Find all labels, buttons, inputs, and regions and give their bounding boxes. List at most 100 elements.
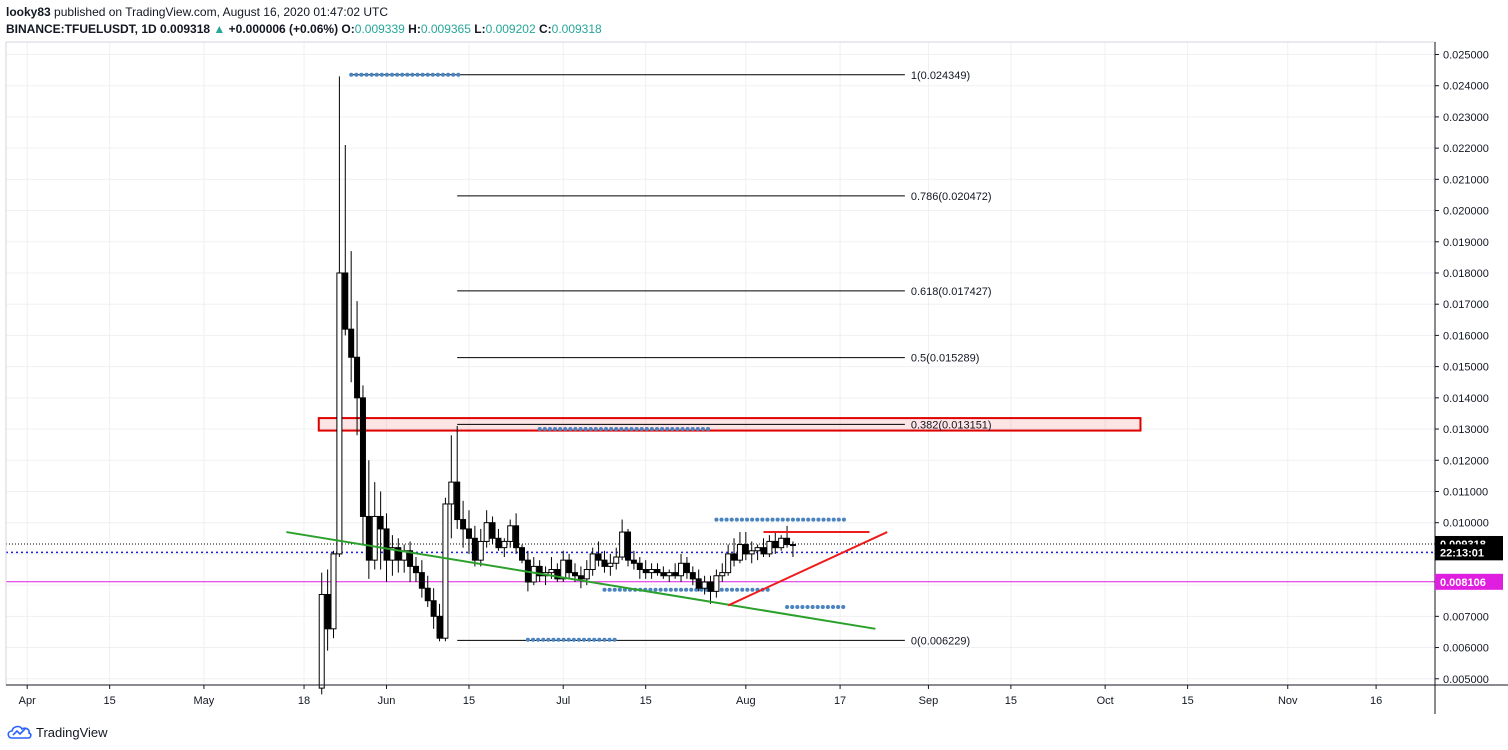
candle-up — [336, 272, 343, 555]
chart-overlay — [286, 531, 888, 630]
candle-down — [436, 615, 443, 639]
y-tick-label: 0.012000 — [1443, 455, 1489, 467]
candle-up — [371, 515, 378, 561]
candle-up — [501, 540, 508, 549]
chart-header: looky83 published on TradingView.com, Au… — [6, 4, 906, 40]
candle-up — [330, 553, 337, 630]
open-value: 0.009339 — [354, 22, 405, 36]
candle-down — [418, 572, 425, 589]
candle-down — [625, 531, 632, 561]
price-change: +0.000006 (+0.06%) — [228, 22, 339, 36]
candle-up — [678, 562, 685, 577]
published-text: published on TradingView.com, August 16,… — [54, 5, 389, 19]
y-tick-label: 0.019000 — [1443, 237, 1489, 249]
candle-up — [713, 575, 720, 592]
candle-down — [772, 540, 779, 549]
close-label: C: — [538, 22, 552, 36]
x-tick-label: Sep — [919, 695, 939, 707]
candle-down — [430, 600, 437, 617]
candle-up — [619, 531, 626, 558]
x-tick-label: 15 — [640, 695, 652, 707]
candle-down — [601, 559, 608, 567]
x-tick-label: Aug — [736, 695, 756, 707]
candle-up — [778, 537, 785, 549]
candle-up — [507, 525, 514, 542]
candle-down — [495, 537, 502, 549]
fib-level-label: 0.382(0.013151) — [911, 419, 992, 431]
candle-down — [395, 547, 402, 561]
x-tick-label: 15 — [463, 695, 475, 707]
y-tick-label: 0.022000 — [1443, 143, 1489, 155]
symbol-name[interactable]: BINANCE:TFUELUSDT, 1D — [6, 22, 157, 36]
fib-level-label: 0.5(0.015289) — [911, 353, 980, 365]
candle-down — [577, 575, 584, 580]
x-tick-label: Jun — [378, 695, 396, 707]
candle-up — [477, 540, 484, 561]
low-value: 0.009202 — [485, 22, 536, 36]
x-tick-label: 15 — [1181, 695, 1193, 707]
y-tick-label: 0.014000 — [1443, 393, 1489, 405]
candle-down — [454, 481, 461, 521]
candle-down — [348, 328, 355, 358]
fib-level-label: 0(0.006229) — [911, 635, 970, 647]
candle-up — [719, 572, 726, 577]
candle-up — [736, 544, 743, 561]
candle-up — [389, 547, 396, 561]
y-tick-label: 0.006000 — [1443, 643, 1489, 655]
candle-down — [630, 559, 637, 564]
x-tick-label: 15 — [1005, 695, 1017, 707]
x-tick-label: Jul — [556, 695, 570, 707]
x-tick-label: 15 — [104, 695, 116, 707]
close-value: 0.009318 — [551, 22, 602, 36]
candle-up — [442, 503, 449, 639]
candle-down — [695, 578, 702, 589]
candle-down — [654, 569, 661, 574]
candle-down — [595, 553, 602, 561]
chart-grid — [6, 42, 1435, 685]
candle-down — [513, 525, 520, 549]
y-tick-label: 0.013000 — [1443, 424, 1489, 436]
candle-down — [683, 562, 690, 574]
tradingview-cloud-icon — [7, 725, 32, 739]
candle-down — [359, 397, 366, 517]
candle-down — [412, 565, 419, 574]
x-tick-label: 16 — [1370, 695, 1382, 707]
candlestick-series — [318, 76, 796, 695]
candle-down — [365, 515, 372, 561]
open-label: O: — [341, 22, 355, 36]
x-tick-label: 17 — [834, 695, 846, 707]
y-tick-label: 0.015000 — [1443, 362, 1489, 374]
y-tick-label: 0.005000 — [1443, 674, 1489, 686]
candle-down — [554, 569, 561, 580]
price-label-bg — [1435, 544, 1503, 561]
candle-up — [448, 481, 455, 505]
y-tick-label: 0.021000 — [1443, 174, 1489, 186]
candle-down — [342, 272, 349, 330]
candle-up — [583, 569, 590, 580]
candle-down — [465, 528, 472, 539]
candle-down — [324, 593, 331, 630]
candle-up — [766, 540, 773, 555]
last-price: 0.009318 — [160, 22, 211, 36]
fib-level-label: 0.618(0.017427) — [911, 286, 992, 298]
candle-up — [530, 565, 537, 583]
x-tick-label: Nov — [1278, 695, 1298, 707]
tradingview-logo[interactable]: TradingView — [6, 722, 108, 742]
y-tick-label: 0.018000 — [1443, 268, 1489, 280]
candle-down — [489, 522, 496, 539]
candle-up — [648, 569, 655, 574]
y-tick-label: 0.025000 — [1443, 49, 1489, 61]
trend-line — [727, 531, 888, 607]
candle-down — [707, 581, 714, 592]
fib-level-label: 1(0.024349) — [911, 70, 970, 82]
candle-down — [784, 537, 791, 546]
candle-down — [760, 547, 767, 555]
low-label: L: — [474, 22, 486, 36]
candle-down — [383, 528, 390, 561]
symbol-info: BINANCE:TFUELUSDT, 1D 0.009318 ▲ +0.0000… — [6, 21, 906, 38]
candle-up — [613, 556, 620, 564]
y-tick-label: 0.010000 — [1443, 518, 1489, 530]
author-name[interactable]: looky83 — [6, 5, 51, 19]
price-label-text: 0.008106 — [1440, 577, 1486, 589]
